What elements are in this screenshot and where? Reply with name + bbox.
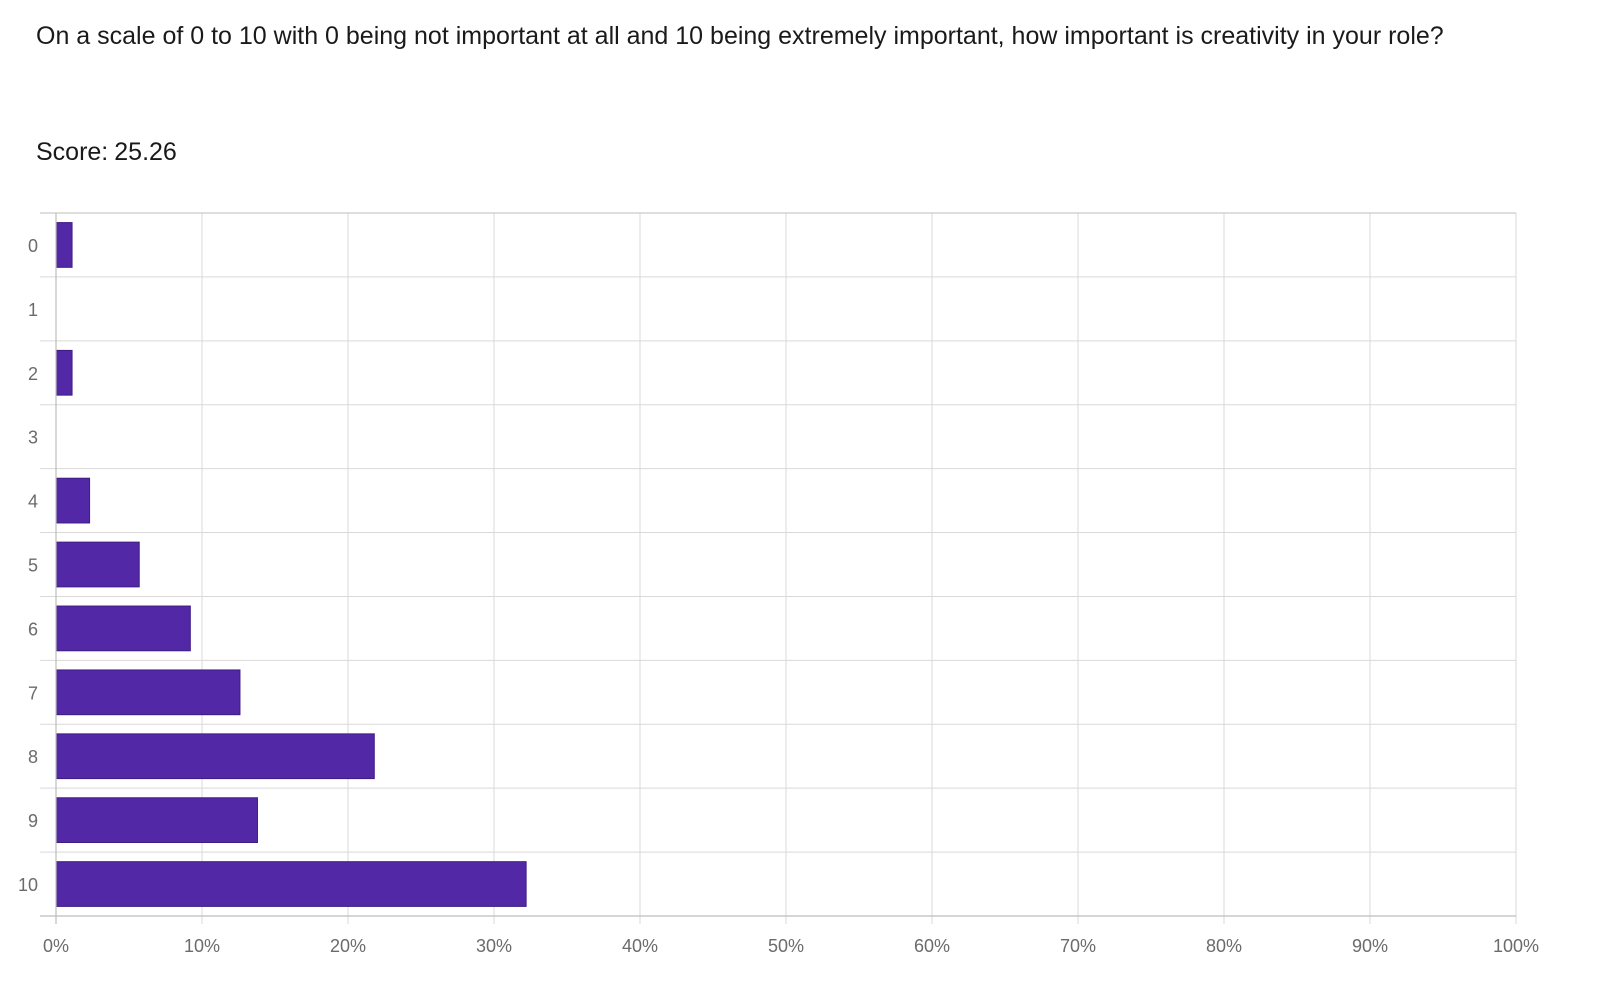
y-tick-label: 7 — [28, 683, 38, 703]
x-tick-label: 50% — [768, 936, 804, 956]
x-tick-label: 30% — [476, 936, 512, 956]
bar-8[interactable] — [55, 733, 375, 780]
bar-5[interactable] — [55, 541, 140, 588]
question-text: On a scale of 0 to 10 with 0 being not i… — [36, 22, 1444, 50]
chart-tick-labels: 0% 10% 20% 30% 40% 50% 60% 70% 80% 90% 100% 0 1 2 3 4 5 6… — [18, 236, 1539, 956]
bar-2[interactable] — [55, 349, 73, 396]
chart-bars — [55, 222, 527, 907]
bar-0[interactable] — [55, 222, 73, 268]
score-label: Score: — [36, 138, 109, 166]
chart-grid — [40, 212, 1517, 924]
x-tick-label: 90% — [1352, 936, 1388, 956]
bar-10[interactable] — [55, 861, 527, 907]
bar-6[interactable] — [55, 605, 191, 652]
x-tick-label: 20% — [330, 936, 366, 956]
x-tick-label: 70% — [1060, 936, 1096, 956]
y-tick-label: 3 — [28, 428, 38, 448]
bar-7[interactable] — [55, 669, 241, 716]
y-tick-label: 0 — [28, 236, 38, 256]
x-tick-label: 0% — [43, 936, 69, 956]
y-tick-label: 5 — [28, 556, 38, 576]
y-tick-label: 10 — [18, 875, 38, 895]
score-readout: Score: 25.26 — [36, 130, 177, 174]
x-tick-label: 60% — [914, 936, 950, 956]
x-tick-label: 100% — [1493, 936, 1539, 956]
y-tick-label: 4 — [28, 492, 38, 512]
y-tick-label: 1 — [28, 300, 38, 320]
bar-4[interactable] — [55, 477, 91, 524]
x-tick-label: 40% — [622, 936, 658, 956]
y-tick-label: 2 — [28, 364, 38, 384]
y-tick-label: 6 — [28, 619, 38, 639]
bar-9[interactable] — [55, 797, 258, 844]
y-tick-label: 8 — [28, 747, 38, 767]
score-value: 25.26 — [114, 138, 177, 166]
y-tick-label: 9 — [28, 811, 38, 831]
x-tick-label: 10% — [184, 936, 220, 956]
x-tick-label: 80% — [1206, 936, 1242, 956]
chart-axes — [40, 213, 1516, 924]
